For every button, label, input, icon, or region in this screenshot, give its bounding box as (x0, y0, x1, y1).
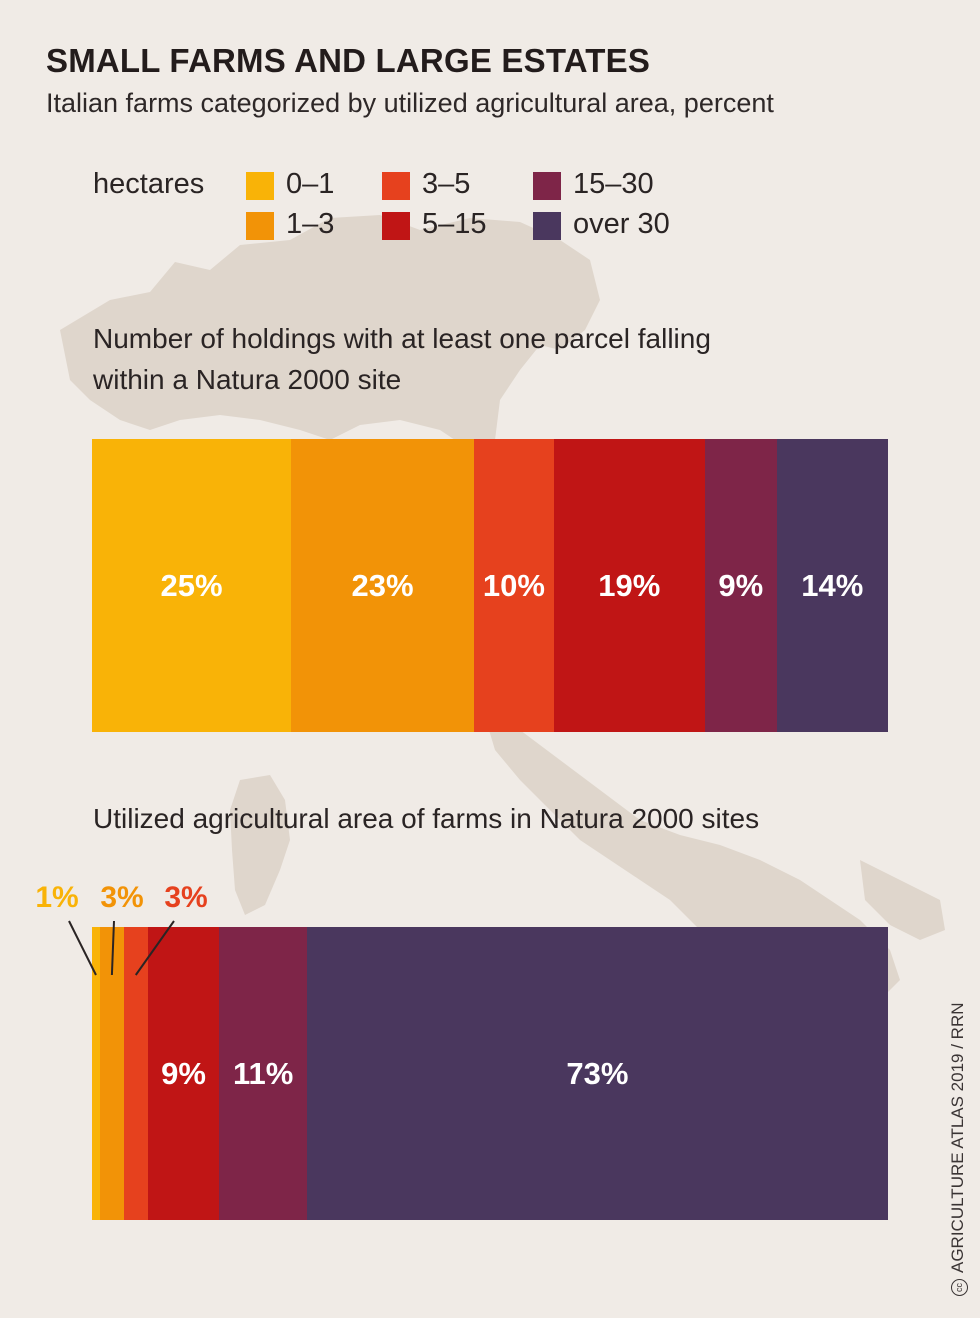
bar-segment-0-1 (92, 927, 101, 1220)
bar-segment-3-5 (474, 439, 555, 732)
legend-text-0-1: 0–1 (286, 168, 335, 200)
italy-heel-shape (860, 860, 945, 940)
legend-text-over-30: over 30 (573, 208, 670, 240)
bar-segment-5-15 (553, 439, 706, 732)
bar-segment-over-30 (306, 927, 889, 1220)
legend-swatch-5-15 (382, 212, 410, 240)
bar-label-5-15: 19% (598, 567, 661, 603)
bar-segment-over-30 (776, 439, 889, 732)
bar-label-1-3: 3% (100, 881, 144, 914)
legend-swatch-15-30 (533, 172, 561, 200)
legend-swatch-over-30 (533, 212, 561, 240)
legend-swatch-1-3 (246, 212, 274, 240)
legend-label: hectares (93, 168, 205, 200)
bar-label-0-1: 1% (35, 881, 79, 914)
bar-label-15-30: 11% (232, 1055, 294, 1091)
bar-segment-15-30 (219, 927, 308, 1220)
bar-label-0-1: 25% (160, 567, 223, 603)
bar-label-15-30: 9% (718, 567, 764, 603)
corsica-shape (230, 775, 290, 915)
page-subtitle: Italian farms categorized by utilized ag… (46, 88, 774, 118)
bar-label-3-5: 10% (482, 567, 545, 603)
bar-segment-1-3 (99, 927, 125, 1220)
legend-text-1-3: 1–3 (286, 208, 335, 240)
bar-segment-3-5 (123, 927, 149, 1220)
bar-label-5-15: 9% (161, 1055, 206, 1091)
page-title: SMALL FARMS AND LARGE ESTATES (46, 42, 651, 79)
area-stacked-bar: 9% 11% 73% (92, 927, 889, 1220)
bar-segment-5-15 (147, 927, 220, 1220)
legend-text-5-15: 5–15 (422, 208, 487, 240)
bar-label-3-5: 3% (164, 881, 208, 914)
bar-label-over-30: 73% (566, 1055, 629, 1091)
credit-text: AGRICULTURE ATLAS 2019 / RRN (948, 1002, 967, 1273)
chart-1-title: Number of holdings with at least one par… (93, 323, 711, 395)
legend-swatch-0-1 (246, 172, 274, 200)
holdings-stacked-bar: 25% 23% 10% 19% 9% 14% (92, 439, 889, 732)
legend-text-15-30: 15–30 (573, 168, 654, 200)
italy-mainland-shape (60, 215, 600, 450)
italy-peninsula-shape (480, 700, 900, 1000)
bar-segment-1-3 (291, 439, 475, 732)
bar-label-over-30: 14% (801, 567, 864, 603)
bar-label-1-3: 23% (351, 567, 414, 603)
cc-icon: cc (951, 1279, 968, 1296)
bar-segment-15-30 (704, 439, 778, 732)
chart-2-title: Utilized agricultural area of farms in N… (93, 803, 760, 834)
bar-segment-0-1 (92, 439, 292, 732)
legend-swatch-3-5 (382, 172, 410, 200)
credit-line: cc AGRICULTURE ATLAS 2019 / RRN (948, 1002, 968, 1296)
legend-text-3-5: 3–5 (422, 168, 471, 200)
